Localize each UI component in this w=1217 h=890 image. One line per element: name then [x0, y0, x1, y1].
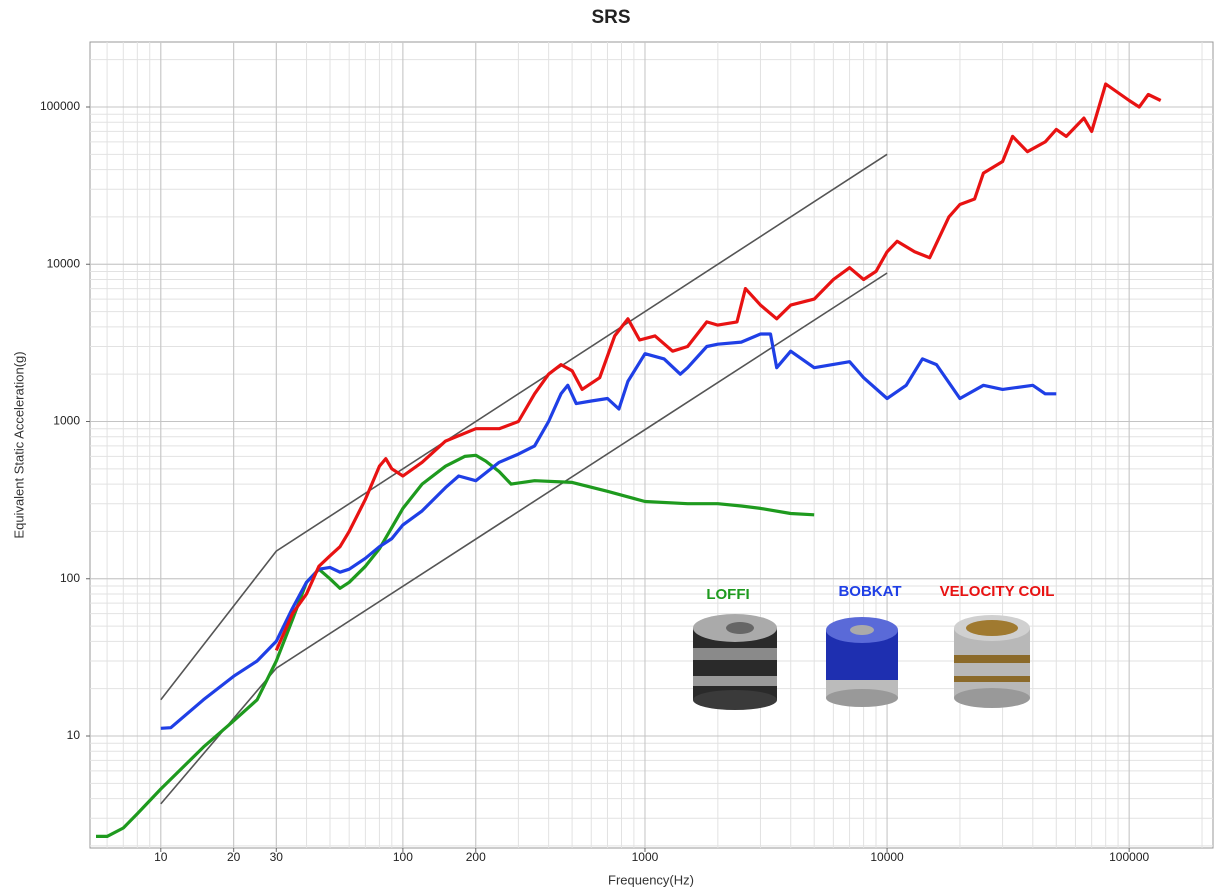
- series-line: [96, 453, 815, 838]
- series-line: [160, 332, 1057, 730]
- x-tick-label: 100: [393, 850, 413, 864]
- y-tick-label: 100: [60, 571, 80, 585]
- product-image: [826, 617, 898, 707]
- product-image: [693, 614, 777, 710]
- reference-line: [160, 153, 888, 701]
- plot-frame: [89, 41, 1214, 849]
- x-axis-label: Frequency(Hz): [608, 872, 694, 887]
- legend-label: BOBKAT: [838, 583, 901, 600]
- x-tick-label: 10000: [870, 850, 904, 864]
- x-tick-label: 1000: [632, 850, 659, 864]
- grid: [86, 42, 1213, 852]
- reference-line: [160, 272, 888, 805]
- chart-title: SRS: [591, 7, 630, 28]
- product-image: [954, 615, 1030, 708]
- legend-label: VELOCITY COIL: [940, 583, 1055, 600]
- y-tick-label: 100000: [40, 99, 80, 113]
- x-tick-label: 10: [154, 850, 168, 864]
- x-tick-label: 20: [227, 850, 241, 864]
- x-tick-label: 200: [466, 850, 486, 864]
- legend-label: LOFFI: [706, 586, 749, 603]
- y-axis-label: Equivalent Static Acceleration(g): [11, 351, 26, 538]
- x-tick-label: 30: [270, 850, 284, 864]
- lines: [96, 82, 1162, 838]
- x-tick-label: 100000: [1109, 850, 1149, 864]
- y-tick-label: 10000: [47, 256, 81, 270]
- y-tick-label: 10: [67, 728, 81, 742]
- series-line: [274, 82, 1162, 652]
- legend: LOFFI BOBKAT VELOCITY COIL: [693, 583, 1054, 710]
- y-tick-label: 1000: [53, 414, 80, 428]
